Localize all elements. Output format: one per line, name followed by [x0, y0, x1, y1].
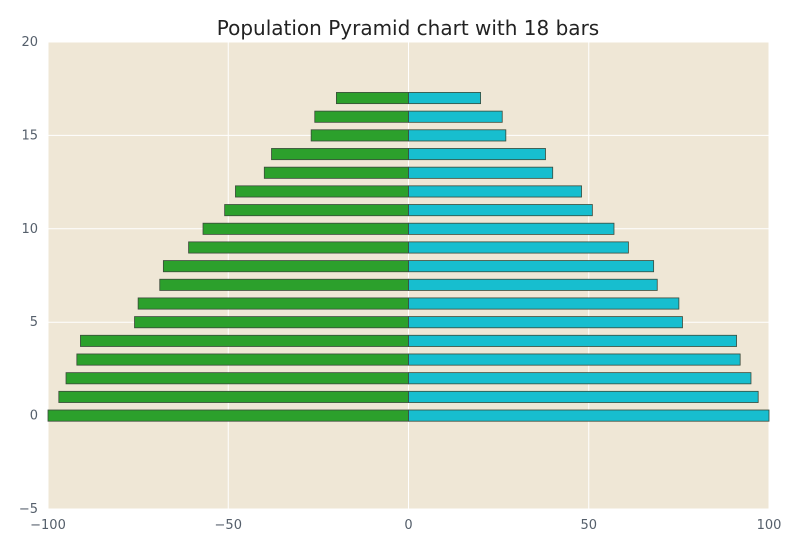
bar-right-17 — [408, 92, 481, 105]
bar-right-11 — [408, 204, 593, 217]
chart-title: Population Pyramid chart with 18 bars — [217, 16, 599, 40]
bar-left-2 — [65, 372, 409, 385]
bar-right-6 — [408, 297, 680, 310]
x-tick-label: 50 — [580, 518, 597, 533]
bar-left-10 — [202, 222, 409, 235]
y-tick-label: 10 — [21, 222, 38, 237]
bar-left-4 — [80, 334, 409, 347]
bars-group — [47, 92, 770, 422]
x-tick-label: 0 — [404, 518, 412, 533]
bar-right-2 — [408, 372, 752, 385]
bar-right-8 — [408, 260, 655, 273]
bar-left-11 — [224, 204, 409, 217]
bar-left-17 — [335, 92, 409, 105]
y-tick-label: 15 — [21, 128, 38, 143]
bar-right-13 — [408, 166, 554, 179]
bar-left-8 — [162, 260, 409, 273]
bar-right-10 — [408, 222, 615, 235]
bar-right-15 — [408, 129, 507, 142]
bar-left-5 — [134, 316, 409, 329]
bar-left-14 — [271, 148, 409, 161]
bar-left-3 — [76, 353, 409, 366]
bar-left-6 — [137, 297, 409, 310]
x-tick-label: 100 — [757, 518, 782, 533]
bar-right-16 — [408, 110, 503, 123]
bar-left-15 — [310, 129, 409, 142]
x-tick-label: −50 — [215, 518, 242, 533]
bar-right-5 — [408, 316, 683, 329]
y-tick-label: 20 — [21, 35, 38, 50]
y-axis-ticks: −5 0 5 10 15 20 — [19, 35, 38, 517]
x-axis-ticks: −100 −50 0 50 100 — [30, 518, 781, 533]
bar-right-4 — [408, 334, 737, 347]
bar-left-9 — [188, 241, 409, 254]
bar-right-9 — [408, 241, 629, 254]
bar-right-7 — [408, 278, 658, 291]
y-tick-label: −5 — [19, 502, 38, 517]
x-tick-label: −100 — [30, 518, 66, 533]
bar-left-0 — [47, 409, 409, 422]
y-tick-label: 5 — [30, 315, 38, 330]
bar-right-0 — [408, 409, 770, 422]
y-tick-label: 0 — [30, 409, 38, 424]
bar-left-12 — [235, 185, 409, 198]
bar-left-1 — [58, 390, 409, 403]
bar-right-1 — [408, 390, 759, 403]
bar-right-14 — [408, 148, 546, 161]
bar-left-7 — [159, 278, 409, 291]
bar-right-3 — [408, 353, 741, 366]
bar-left-16 — [314, 110, 409, 123]
bar-left-13 — [263, 166, 409, 179]
bar-right-12 — [408, 185, 582, 198]
